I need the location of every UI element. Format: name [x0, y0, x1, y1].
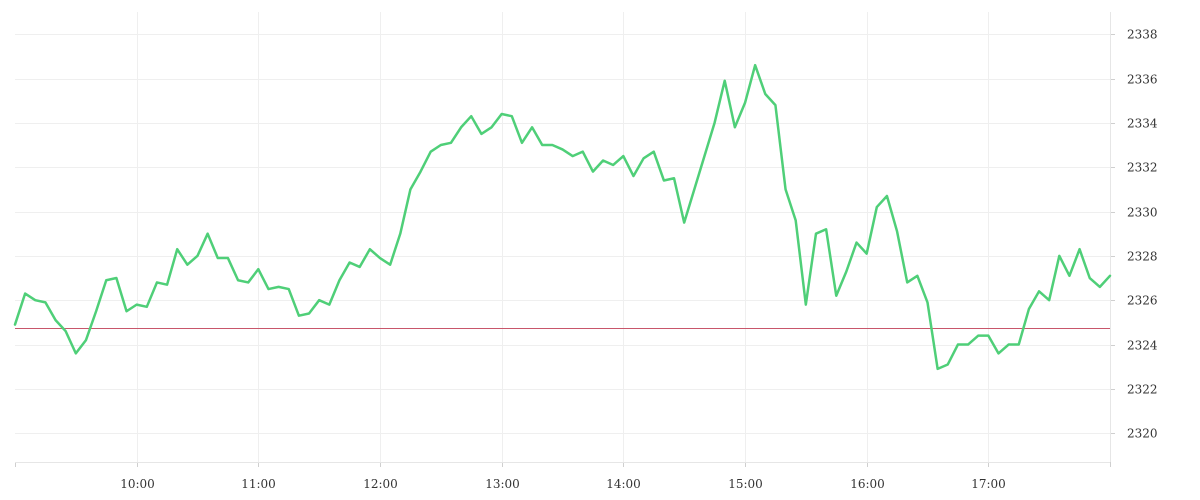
- series-line-0: [13, 63, 1112, 371]
- x-tick-label: 13:00: [485, 477, 520, 491]
- x-tick-label: 15:00: [728, 477, 763, 491]
- y-tick-label: 2322: [1127, 383, 1158, 397]
- x-tick-label: 16:00: [850, 477, 885, 491]
- y-tick-label: 2326: [1127, 294, 1158, 308]
- series-layer: [13, 63, 1112, 371]
- y-tick-label: 2328: [1127, 250, 1158, 264]
- y-tick-label: 2320: [1127, 427, 1158, 441]
- y-tick-label: 2334: [1127, 117, 1158, 131]
- x-tick-label: 11:00: [241, 477, 276, 491]
- y-tick-label: 2330: [1127, 206, 1158, 220]
- y-tick-label: 2324: [1127, 339, 1158, 353]
- x-tick-label: 17:00: [971, 477, 1006, 491]
- tick-label-layer: 2320 2322 2324 2326 2328 2330 2332 2334 2336 2338…: [120, 28, 1158, 492]
- x-tick-label: 12:00: [363, 477, 398, 491]
- y-tick-label: 2338: [1127, 28, 1158, 42]
- y-tick-label: 2332: [1127, 161, 1158, 175]
- axis-layer: [15, 12, 1115, 467]
- x-tick-label: 10:00: [120, 477, 155, 491]
- y-tick-label: 2336: [1127, 73, 1158, 87]
- grid-layer: [15, 12, 1110, 462]
- x-tick-label: 14:00: [606, 477, 641, 491]
